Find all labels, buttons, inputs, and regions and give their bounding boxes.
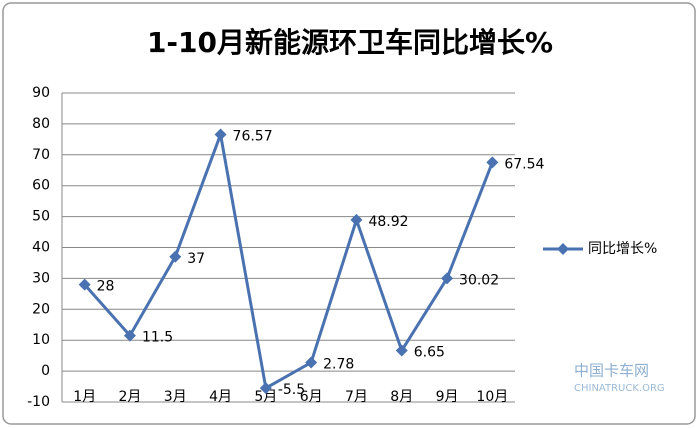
data-label: 30.02	[459, 272, 499, 288]
data-label: 2.78	[323, 357, 354, 373]
marker	[214, 128, 227, 141]
x-tick-label: 3月	[164, 389, 187, 405]
marker	[169, 250, 182, 263]
watermark: CHINATRUCK.ORG	[574, 383, 665, 394]
y-tick-label: 90	[32, 85, 50, 101]
x-tick-label: 10月	[476, 389, 508, 405]
y-tick-label: 70	[32, 147, 50, 163]
x-tick-label: 9月	[436, 389, 459, 405]
watermark: 中国卡车网	[574, 362, 649, 380]
y-tick-label: 80	[32, 116, 50, 132]
legend-marker	[557, 243, 569, 255]
data-label: 76.57	[233, 128, 273, 144]
data-label: 48.92	[368, 214, 408, 230]
x-tick-label: 4月	[209, 389, 232, 405]
line	[83, 128, 494, 391]
marker	[78, 278, 91, 291]
x-tick-label: 7月	[345, 389, 368, 405]
y-tick-label: 40	[32, 240, 50, 256]
data-label: 11.5	[142, 330, 173, 346]
data-label: -5.5	[278, 382, 305, 398]
marker	[486, 156, 499, 169]
y-tick-label: 50	[32, 209, 50, 225]
y-tick-label: -10	[27, 394, 50, 410]
marker	[350, 213, 363, 226]
x-tick-label: 6月	[300, 389, 323, 405]
data-label: 6.65	[414, 345, 445, 361]
data-label: 28	[97, 279, 115, 295]
marker	[259, 382, 272, 395]
x-tick-label: 8月	[390, 389, 413, 405]
y-tick-label: 60	[32, 178, 50, 194]
y-tick-label: 30	[32, 270, 50, 286]
data-label: 37	[187, 251, 205, 267]
marker	[305, 356, 318, 369]
chart-title: 1-10月新能源环卫车同比增长%	[147, 26, 553, 59]
legend-label: 同比增长%	[588, 241, 657, 257]
x-tick-label: 2月	[118, 389, 141, 405]
data-label: 67.54	[504, 156, 544, 172]
x-tick-label: 5月	[254, 389, 277, 405]
y-tick-label: 0	[41, 363, 50, 379]
marker	[441, 272, 454, 285]
y-tick-label: 20	[32, 301, 50, 317]
marker	[395, 344, 408, 357]
marker	[123, 329, 136, 342]
x-tick-label: 1月	[73, 389, 96, 405]
y-tick-label: 10	[32, 332, 50, 348]
